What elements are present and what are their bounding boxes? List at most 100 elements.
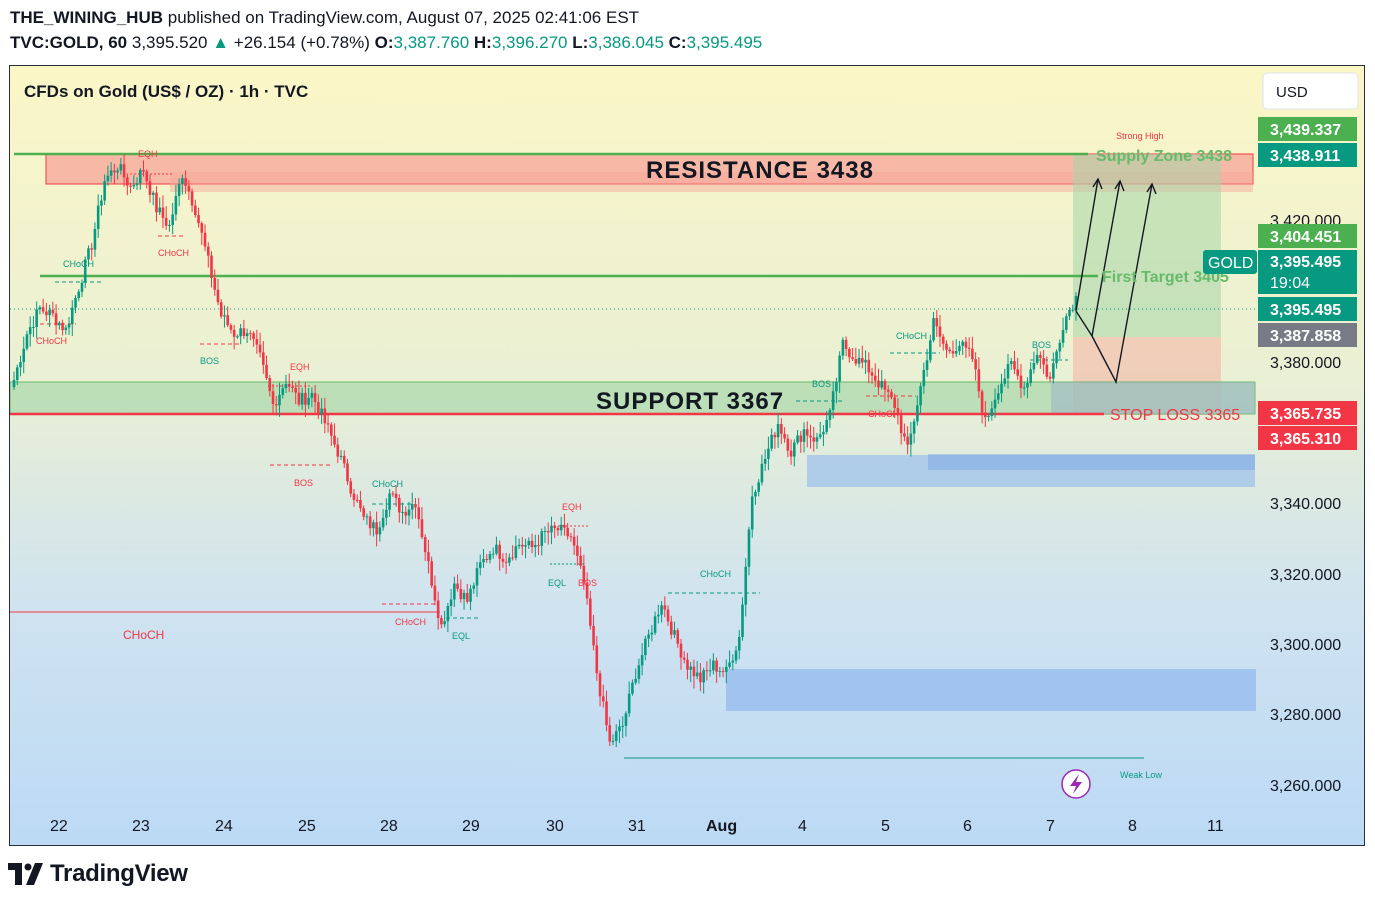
- x-tick-5: 5: [881, 818, 890, 835]
- candle-body: [585, 582, 589, 599]
- demand-zone-1: [807, 455, 1255, 487]
- candle-body: [867, 359, 871, 373]
- candle-body: [886, 389, 890, 392]
- y-tick-3320: 3,320.000: [1270, 567, 1341, 584]
- x-tick-23: 23: [132, 818, 150, 835]
- symbol-name: TVC:GOLD, 60: [10, 33, 128, 52]
- candle-body: [330, 424, 333, 436]
- candle-body: [815, 437, 819, 442]
- candle-body: [663, 605, 667, 610]
- candle-body: [287, 383, 291, 387]
- candle-body: [32, 326, 35, 328]
- candle-body: [767, 448, 770, 459]
- candle-body: [647, 634, 650, 639]
- candle-body: [294, 387, 297, 393]
- candle-body: [1022, 387, 1026, 389]
- candle-body: [747, 529, 751, 567]
- candle-body: [122, 164, 126, 178]
- candle-body: [906, 436, 909, 445]
- support-zone: [10, 381, 1256, 415]
- candle-body: [440, 617, 443, 625]
- lightning-icon[interactable]: [1061, 769, 1091, 799]
- candle-body: [689, 666, 693, 670]
- candle-body: [974, 359, 977, 370]
- low-value: 3,386.045: [588, 33, 664, 52]
- candle-body: [592, 625, 595, 646]
- candle-body: [15, 367, 19, 380]
- candle-body: [566, 527, 569, 537]
- candle-body: [750, 496, 754, 530]
- candle-body: [168, 224, 171, 226]
- candle-body: [530, 540, 534, 548]
- tradingview-logo-icon: [8, 863, 43, 885]
- candle-body: [773, 434, 777, 438]
- candle-body: [514, 546, 518, 558]
- time-axis[interactable]: 22 23 24 25 28 29 30 31 Aug 4 5 6 7 8 11: [50, 818, 1224, 835]
- price-tag-6: 3,387.858: [1270, 328, 1341, 345]
- candle-body: [323, 408, 327, 424]
- candle-body: [394, 493, 398, 499]
- candle-body: [223, 315, 226, 317]
- price-tag-2: 3,438.911: [1270, 148, 1340, 165]
- candle-body: [397, 498, 401, 513]
- y-tick-3300: 3,300.000: [1270, 637, 1341, 654]
- candle-body: [1003, 378, 1007, 384]
- candle-body: [731, 660, 735, 663]
- candle-body: [770, 434, 773, 449]
- candle-body: [197, 215, 200, 224]
- candle-body: [41, 307, 45, 312]
- candle-body: [427, 552, 430, 562]
- candle-body: [313, 392, 317, 403]
- resistance-zone-extension: [170, 172, 1253, 192]
- candle-body: [805, 429, 809, 436]
- candle-body: [780, 424, 783, 434]
- candle-body: [721, 671, 725, 673]
- candle-body: [763, 458, 767, 464]
- candle-body: [802, 429, 806, 442]
- candle-body: [242, 328, 246, 337]
- candle-body: [996, 393, 1000, 400]
- candle-body: [453, 583, 456, 600]
- candle-body: [74, 297, 77, 308]
- candle-body: [352, 493, 356, 500]
- chart-canvas[interactable]: CFDs on Gold (US$ / OZ) · 1h · TVC RESIS…: [10, 66, 1365, 846]
- candle-body: [388, 493, 391, 510]
- candle-body: [705, 670, 709, 672]
- weak-low-label: Weak Low: [1120, 770, 1162, 780]
- eqh-label-1: EQH: [138, 149, 158, 159]
- tradingview-logo[interactable]: TradingView: [8, 859, 188, 889]
- candle-body: [984, 412, 987, 418]
- chart-frame[interactable]: CFDs on Gold (US$ / OZ) · 1h · TVC RESIS…: [9, 65, 1365, 846]
- candle-body: [77, 291, 81, 298]
- candle-body: [342, 455, 346, 464]
- candle-body: [465, 592, 469, 602]
- candle-body: [621, 725, 625, 727]
- candle-body: [624, 713, 628, 726]
- candle-body: [631, 682, 634, 694]
- candle-body: [608, 725, 612, 742]
- y-tick-3260: 3,260.000: [1270, 778, 1341, 795]
- candle-body: [138, 169, 142, 184]
- price-scale[interactable]: USD 3,420.000 3,380.000 3,340.000 3,320.…: [1203, 72, 1359, 795]
- candle-body: [271, 391, 275, 405]
- candle-body: [793, 442, 796, 457]
- candle-body: [563, 524, 566, 528]
- candle-body: [177, 184, 181, 196]
- candle-body: [789, 450, 793, 457]
- candle-body: [967, 347, 971, 349]
- currency-button[interactable]: [1262, 72, 1359, 110]
- candle-body: [491, 553, 495, 555]
- price-tag-8: 3,365.310: [1270, 431, 1341, 448]
- candle-body: [760, 463, 764, 483]
- candle-body: [818, 434, 822, 438]
- candle-body: [132, 185, 136, 187]
- candle-body: [857, 357, 861, 364]
- candle-body: [508, 557, 511, 563]
- resistance-label: RESISTANCE 3438: [646, 157, 874, 184]
- candle-body: [45, 311, 48, 316]
- candle-body: [524, 545, 527, 547]
- candle-body: [912, 421, 916, 434]
- bos-label-4: BOS: [812, 379, 831, 389]
- candle-body: [699, 672, 702, 683]
- candle-body: [828, 410, 832, 420]
